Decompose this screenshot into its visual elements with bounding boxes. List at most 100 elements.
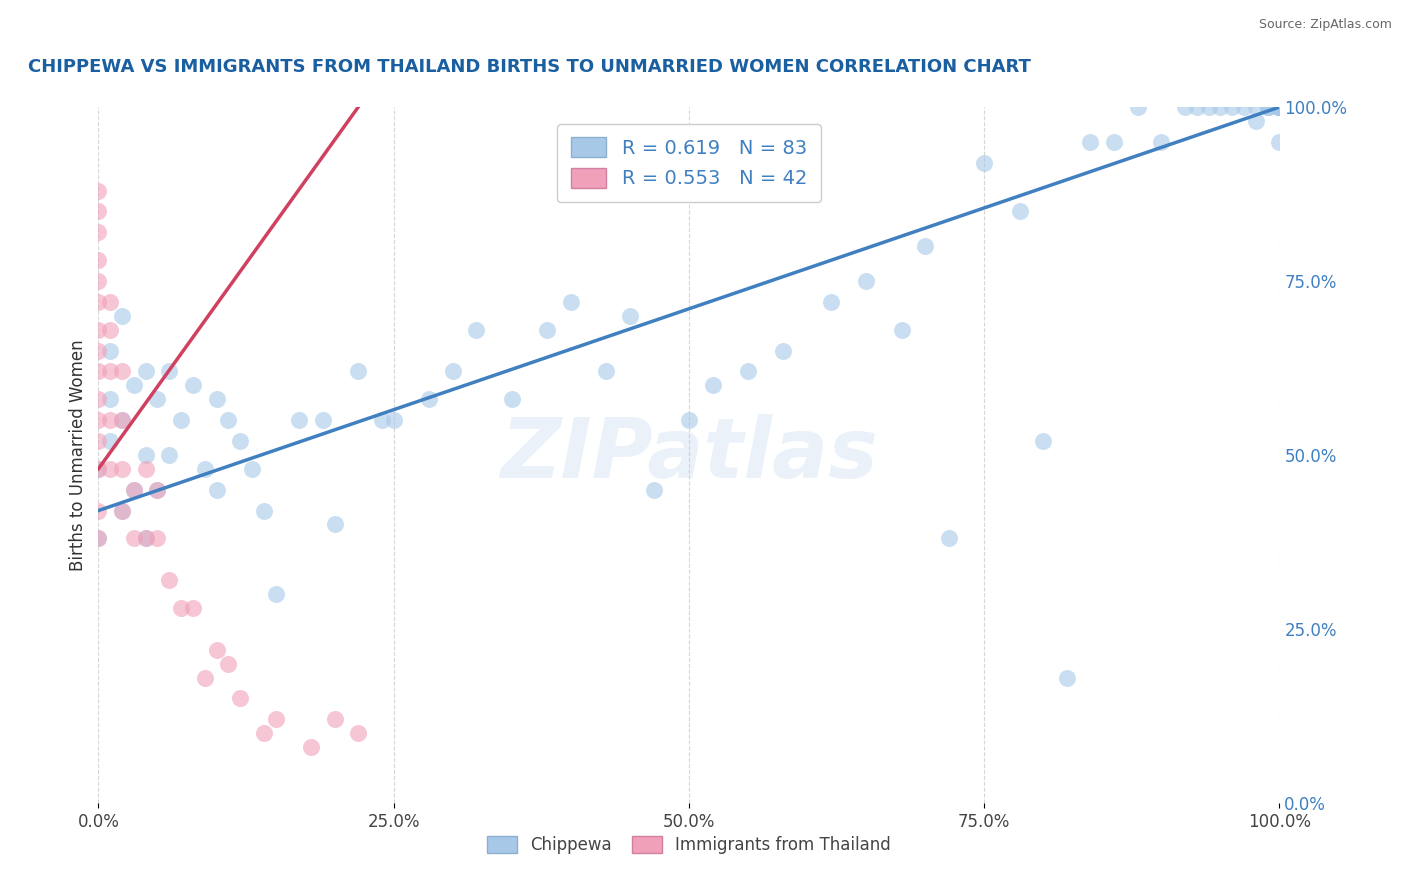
Point bbox=[229, 691, 252, 706]
Point bbox=[111, 364, 134, 378]
Point bbox=[1268, 135, 1291, 149]
Point bbox=[501, 392, 523, 407]
Point bbox=[595, 364, 617, 378]
Point bbox=[1198, 100, 1220, 114]
Point bbox=[87, 323, 110, 337]
Point bbox=[643, 483, 665, 497]
Point bbox=[1268, 100, 1291, 114]
Point bbox=[1080, 135, 1102, 149]
Point bbox=[111, 503, 134, 517]
Point bbox=[1150, 135, 1173, 149]
Point bbox=[135, 364, 157, 378]
Point bbox=[157, 364, 180, 378]
Point bbox=[855, 274, 877, 288]
Point bbox=[87, 462, 110, 476]
Point bbox=[146, 532, 169, 546]
Point bbox=[1032, 434, 1054, 448]
Point bbox=[288, 413, 311, 427]
Point bbox=[914, 239, 936, 253]
Point bbox=[323, 517, 346, 532]
Point bbox=[135, 532, 157, 546]
Point bbox=[1268, 100, 1291, 114]
Point bbox=[1268, 100, 1291, 114]
Point bbox=[536, 323, 558, 337]
Point bbox=[87, 392, 110, 407]
Point bbox=[111, 309, 134, 323]
Point bbox=[418, 392, 440, 407]
Point bbox=[135, 462, 157, 476]
Point bbox=[170, 601, 193, 615]
Point bbox=[87, 184, 110, 198]
Point bbox=[1008, 204, 1031, 219]
Point bbox=[1174, 100, 1197, 114]
Point bbox=[264, 712, 287, 726]
Point bbox=[229, 434, 252, 448]
Point bbox=[347, 364, 370, 378]
Legend: Chippewa, Immigrants from Thailand: Chippewa, Immigrants from Thailand bbox=[477, 826, 901, 864]
Point bbox=[382, 413, 405, 427]
Point bbox=[253, 503, 276, 517]
Point bbox=[312, 413, 335, 427]
Point bbox=[441, 364, 464, 378]
Point bbox=[111, 462, 134, 476]
Point bbox=[217, 413, 239, 427]
Point bbox=[1257, 100, 1279, 114]
Text: CHIPPEWA VS IMMIGRANTS FROM THAILAND BIRTHS TO UNMARRIED WOMEN CORRELATION CHART: CHIPPEWA VS IMMIGRANTS FROM THAILAND BIR… bbox=[28, 58, 1031, 77]
Point bbox=[194, 671, 217, 685]
Point bbox=[87, 503, 110, 517]
Point bbox=[1185, 100, 1208, 114]
Point bbox=[98, 413, 121, 427]
Point bbox=[87, 204, 110, 219]
Point bbox=[240, 462, 263, 476]
Point bbox=[560, 294, 582, 309]
Point bbox=[122, 483, 145, 497]
Point bbox=[1126, 100, 1149, 114]
Point bbox=[181, 601, 204, 615]
Point bbox=[264, 587, 287, 601]
Point bbox=[135, 532, 157, 546]
Point bbox=[737, 364, 759, 378]
Point bbox=[772, 343, 794, 358]
Point bbox=[205, 642, 228, 657]
Point bbox=[1268, 100, 1291, 114]
Point bbox=[146, 483, 169, 497]
Point bbox=[1268, 100, 1291, 114]
Point bbox=[111, 503, 134, 517]
Point bbox=[820, 294, 842, 309]
Point bbox=[973, 155, 995, 169]
Point bbox=[1268, 100, 1291, 114]
Point bbox=[87, 294, 110, 309]
Point bbox=[87, 364, 110, 378]
Point bbox=[465, 323, 488, 337]
Point bbox=[157, 448, 180, 462]
Point bbox=[205, 483, 228, 497]
Point bbox=[87, 434, 110, 448]
Point bbox=[1102, 135, 1125, 149]
Point bbox=[98, 343, 121, 358]
Point bbox=[98, 434, 121, 448]
Point bbox=[111, 413, 134, 427]
Text: ZIPatlas: ZIPatlas bbox=[501, 415, 877, 495]
Point bbox=[938, 532, 960, 546]
Point bbox=[122, 483, 145, 497]
Point bbox=[1233, 100, 1256, 114]
Point bbox=[1244, 100, 1267, 114]
Point bbox=[1220, 100, 1243, 114]
Point bbox=[87, 532, 110, 546]
Point bbox=[194, 462, 217, 476]
Point bbox=[87, 274, 110, 288]
Point bbox=[98, 323, 121, 337]
Point bbox=[87, 253, 110, 268]
Point bbox=[146, 392, 169, 407]
Point bbox=[1268, 100, 1291, 114]
Point bbox=[181, 378, 204, 392]
Point bbox=[122, 532, 145, 546]
Point bbox=[1268, 100, 1291, 114]
Point bbox=[87, 413, 110, 427]
Point bbox=[1257, 100, 1279, 114]
Point bbox=[323, 712, 346, 726]
Point bbox=[157, 573, 180, 587]
Text: Source: ZipAtlas.com: Source: ZipAtlas.com bbox=[1258, 18, 1392, 31]
Point bbox=[87, 343, 110, 358]
Point bbox=[98, 462, 121, 476]
